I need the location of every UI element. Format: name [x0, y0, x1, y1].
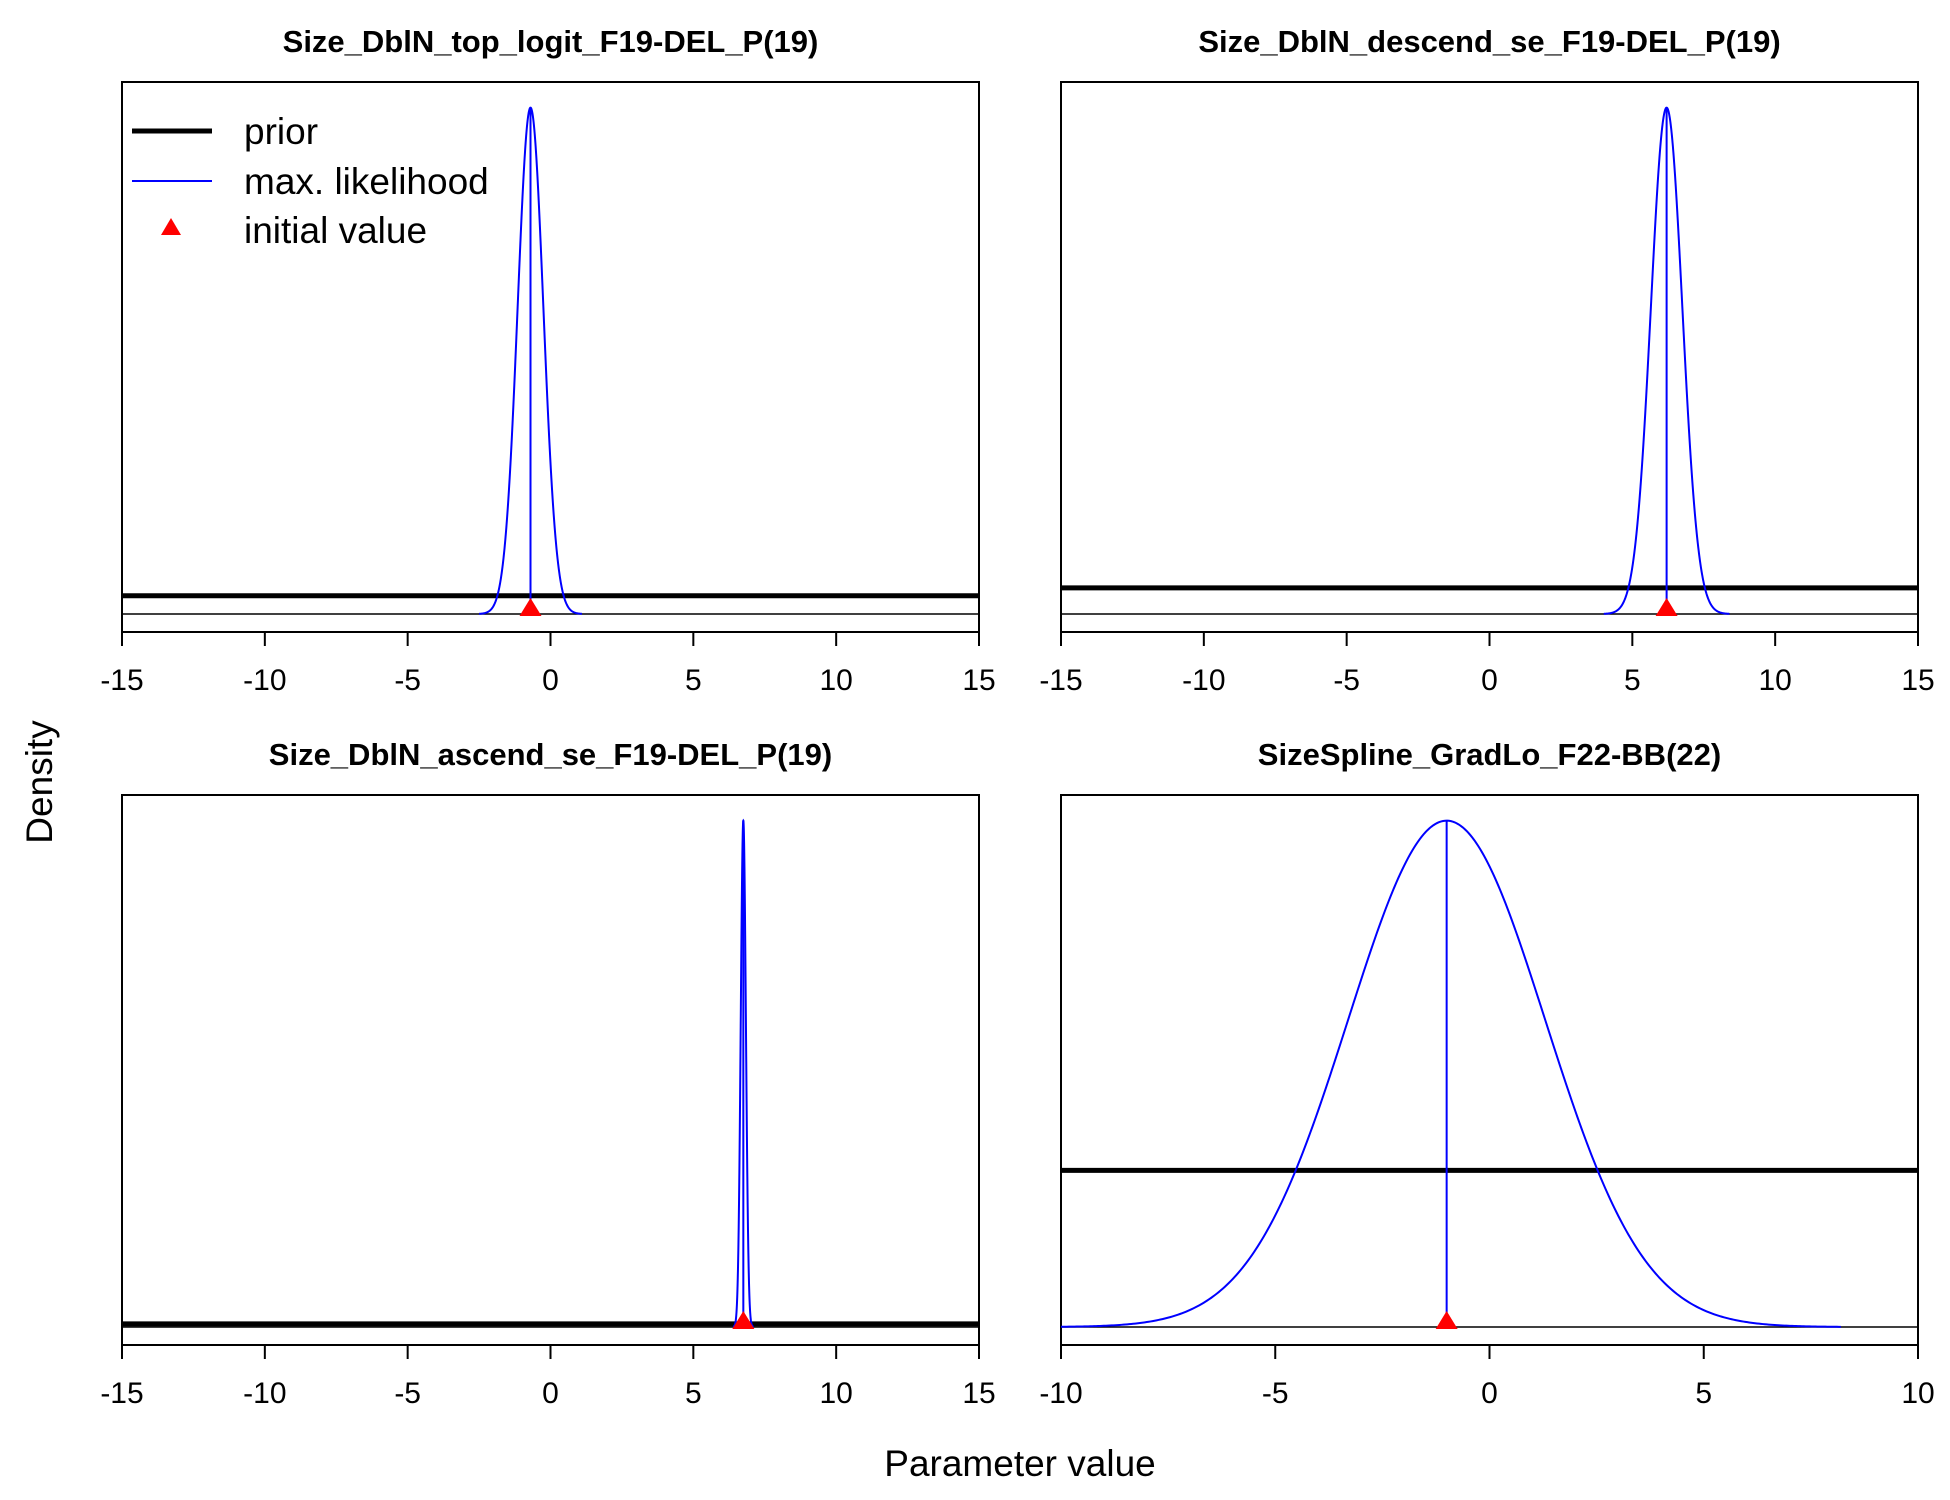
initial-value-marker	[1435, 1311, 1458, 1329]
panel-title: Size_DblN_top_logit_F19-DEL_P(19)	[283, 24, 819, 59]
panel-title: Size_DblN_ascend_se_F19-DEL_P(19)	[269, 737, 832, 772]
x-tick-label: 15	[962, 664, 995, 697]
legend-prior-label: prior	[244, 111, 318, 152]
panel-4: SizeSpline_GradLo_F22-BB(22) -10 -5 0 5 10	[1039, 737, 1934, 1410]
initial-value-marker	[519, 598, 542, 616]
legend-mle-label: max. likelihood	[244, 161, 489, 202]
x-tick-label: 5	[685, 664, 702, 697]
x-tick-label: 10	[1758, 664, 1791, 697]
x-tick-label: 0	[542, 1377, 559, 1410]
plot-frame	[1060, 794, 1919, 1346]
legend: prior max. likelihood initial value	[132, 111, 489, 251]
panel-3: Size_DblN_ascend_se_F19-DEL_P(19) -15 -10 -…	[100, 737, 995, 1410]
x-tick-label: -10	[1182, 664, 1225, 697]
x-tick-label: -10	[1039, 1377, 1082, 1410]
x-tick-label: -5	[394, 664, 421, 697]
panel-1: Size_DblN_top_logit_F19-DEL_P(19) -15 -10 -…	[100, 24, 995, 697]
x-axis-title: Parameter value	[884, 1443, 1155, 1484]
x-tick-label: 5	[685, 1377, 702, 1410]
x-tick-label: 15	[1901, 664, 1934, 697]
mle-density-curve	[1060, 819, 1841, 1328]
x-tick-label: 10	[819, 1377, 852, 1410]
plot-frame	[1060, 81, 1919, 633]
x-tick-label: -15	[1039, 664, 1082, 697]
x-tick-label: 10	[819, 664, 852, 697]
initial-value-marker	[1655, 598, 1678, 616]
panels: Size_DblN_top_logit_F19-DEL_P(19) -15 -10 -…	[100, 24, 1934, 1410]
legend-initial-value-label: initial value	[244, 210, 427, 251]
legend-initial-value-marker	[161, 218, 181, 235]
x-tick-label: -10	[243, 1377, 286, 1410]
x-tick-label: 0	[1481, 664, 1498, 697]
panel-title: SizeSpline_GradLo_F22-BB(22)	[1258, 737, 1721, 772]
x-tick-label: -5	[1262, 1377, 1289, 1410]
x-tick-label: -5	[1333, 664, 1360, 697]
initial-value-marker	[732, 1311, 755, 1329]
x-tick-label: -15	[100, 664, 143, 697]
plot-frame	[121, 794, 980, 1346]
x-tick-label: 15	[962, 1377, 995, 1410]
x-tick-label: 5	[1695, 1377, 1712, 1410]
panel-2: Size_DblN_descend_se_F19-DEL_P(19) -15 -10…	[1039, 24, 1934, 697]
y-axis-title: Density	[19, 720, 60, 844]
panel-title: Size_DblN_descend_se_F19-DEL_P(19)	[1198, 24, 1780, 59]
x-tick-label: 0	[1481, 1377, 1498, 1410]
x-tick-label: 0	[542, 664, 559, 697]
x-tick-label: 10	[1901, 1377, 1934, 1410]
x-tick-label: -15	[100, 1377, 143, 1410]
x-tick-label: 5	[1624, 664, 1641, 697]
x-tick-label: -5	[394, 1377, 421, 1410]
x-tick-label: -10	[243, 664, 286, 697]
